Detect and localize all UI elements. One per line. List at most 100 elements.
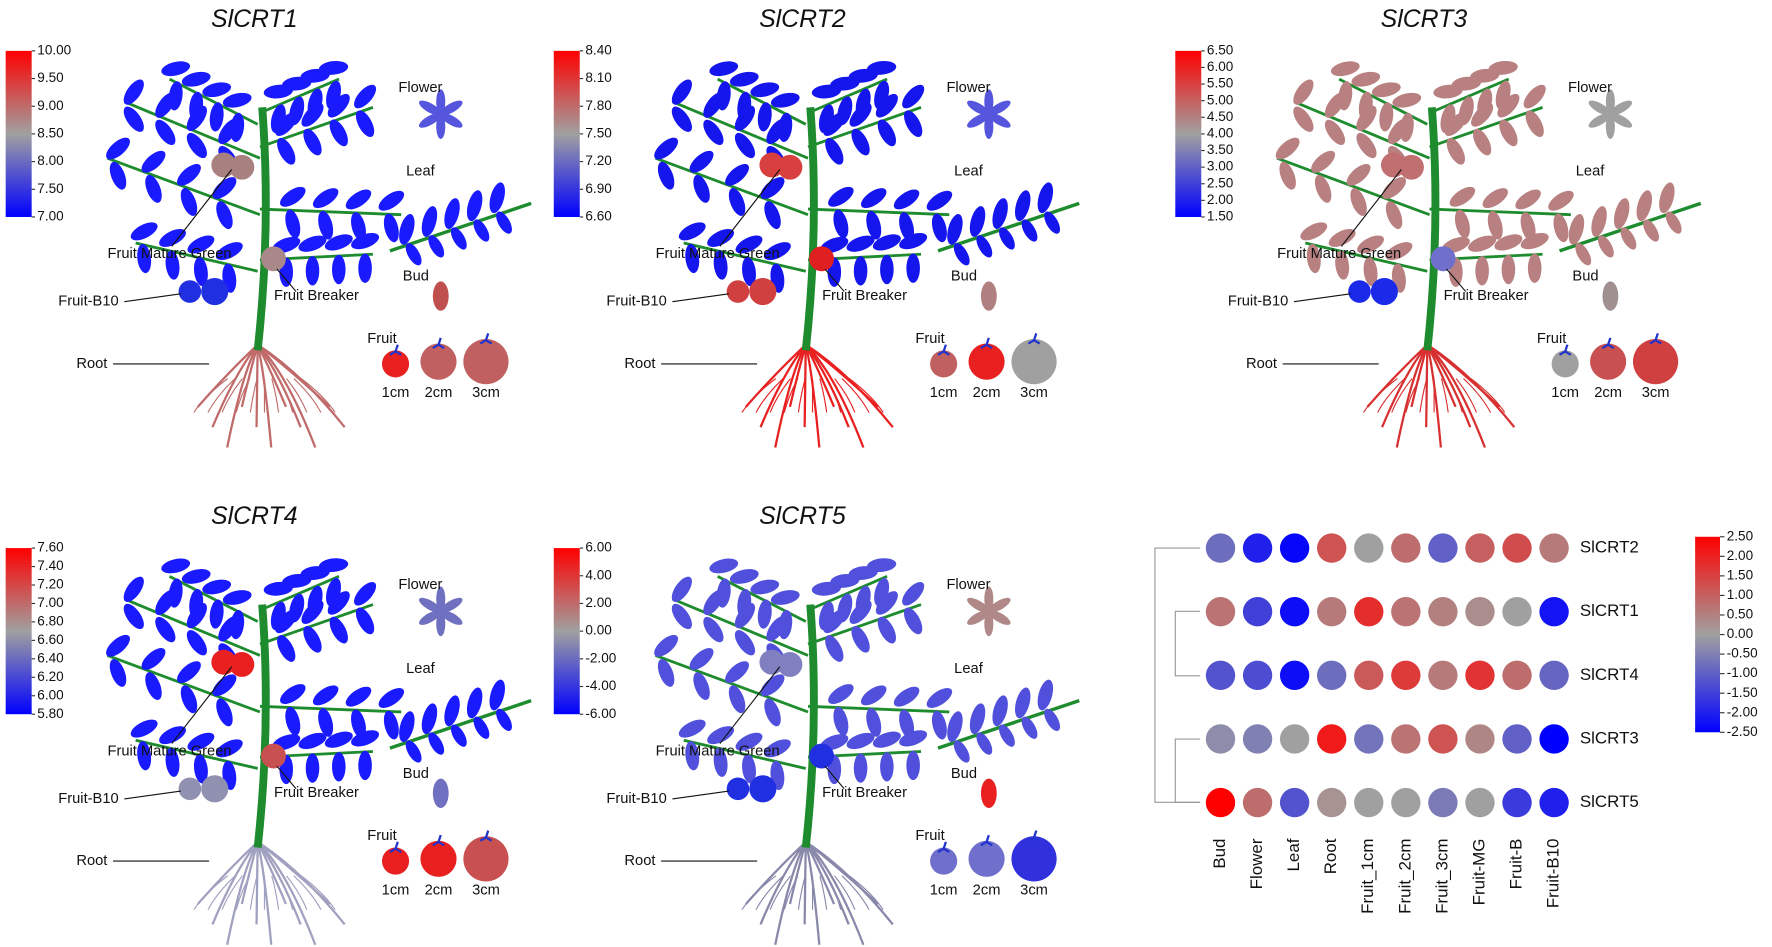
leaf [1351,71,1381,87]
root [249,378,258,413]
leaf [177,661,201,684]
colorbar-tick-label: 6.80 [37,613,63,628]
leaf-stalk [937,201,1080,253]
calyx [479,830,493,842]
colorbar-tick-label: 6.90 [585,181,611,196]
branch [168,575,259,623]
flower-petal [1605,114,1615,139]
heat-cell [1242,533,1273,563]
colorbar-tick-label: -2.00 [585,650,616,665]
flower-petal [988,100,1011,116]
leaf [270,104,286,134]
organ-label: Leaf [1576,164,1606,180]
leaf [860,188,887,209]
flower-petal [967,610,990,625]
root [769,378,791,413]
leaf [671,106,692,132]
leaflet [473,219,490,242]
leaflet [444,695,460,727]
root [211,841,259,925]
heat-cell [1428,787,1458,818]
leaf [130,222,158,241]
leader-line [719,666,781,744]
fruit-mature-green [229,154,255,180]
leaf [837,96,853,126]
leaf [855,88,871,118]
root [759,841,807,925]
colorbar [5,50,32,217]
organ-label: Bud [951,766,977,782]
leaf [106,634,130,657]
colorbar-tick-label: 6.00 [37,687,63,702]
leaf [1495,80,1511,110]
leaflet [450,724,467,747]
leaf [230,609,245,640]
leader-line [824,268,845,292]
leaf [1399,112,1414,142]
leaf [707,228,735,247]
panel: SlCRT5 6.00 4.00 2.00 0.00 -2.00 -4.00 -6.00 Flo… [553,502,1080,946]
heat-cell [1428,597,1458,627]
leaf [298,235,327,252]
leader-line [824,765,845,790]
branch [654,654,809,714]
leaf [1385,242,1413,261]
calyx [980,337,993,350]
stem [253,604,270,848]
organ-label: Root [76,356,107,372]
leaf [1553,213,1569,243]
branch [807,704,950,714]
root [759,343,807,428]
leaflet [1575,243,1592,266]
root [783,875,799,910]
leaf [1279,161,1296,190]
leaf [355,607,375,635]
leaf [1446,137,1465,165]
leaf [209,599,224,629]
organ-label: Fruit [1537,331,1566,347]
row-label: SlCRT3 [1580,728,1639,747]
root [256,343,317,448]
colorbar-tick-label: 7.50 [585,125,611,140]
bud [980,778,997,809]
flower-petal [1605,89,1615,115]
branch [259,575,340,612]
root [249,875,258,910]
leaf [734,630,756,656]
root [848,875,884,911]
heat-cell [1539,533,1569,563]
heat-cell [1354,597,1384,627]
root [1470,378,1506,413]
leaf [931,710,947,740]
leaf [735,235,763,254]
leaflet [496,211,512,234]
calyx [937,841,950,854]
heat-cell [1354,533,1384,563]
organ-label: Fruit Breaker [1444,288,1529,304]
leaf [277,137,296,165]
leaf [851,625,870,653]
root [1440,378,1449,413]
fruit [420,343,457,380]
flower-petal [418,610,441,625]
leaf [145,672,162,701]
heat-cell [1205,724,1236,754]
flower-petal [967,100,990,116]
leaf [215,739,243,758]
heat-cell [1391,597,1421,627]
root [257,840,346,926]
root [1381,343,1429,428]
leaf [926,190,953,211]
leaf [837,593,853,623]
leaf [693,174,710,203]
leader-line [672,293,729,303]
colorbar-tick-label: 4.50 [1207,109,1233,124]
organ-label: Fruit Breaker [822,288,907,304]
leaf [303,625,322,653]
leaf [728,188,746,216]
column-label: Fruit_2cm [1395,839,1414,914]
organ-label: Fruit Mature Green [656,246,780,262]
leaf [329,119,348,147]
leaf [358,253,372,283]
organ-label: Flower [1568,80,1612,96]
